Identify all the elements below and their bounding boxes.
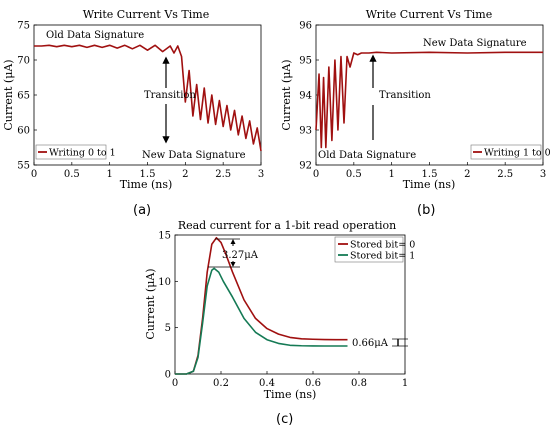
x-tick-label: 1.5 — [140, 169, 156, 180]
chart-b-title: Write Current Vs Time — [366, 8, 492, 21]
y-tick-label: 0 — [165, 370, 171, 381]
chart-a-legend — [35, 144, 107, 160]
chart-a-anno-old: Old Data Signature — [46, 30, 144, 41]
x-tick-label: 0.2 — [213, 378, 229, 389]
chart-c-ylabel: Current (μA) — [144, 268, 157, 339]
chart-c-series-line-bit1 — [175, 267, 348, 375]
x-tick-label: 3 — [540, 169, 546, 180]
chart-c-legend — [334, 236, 404, 263]
chart-b: Write Current Vs Time 0 0.5 1 1.5 2 2.5 3 92 93 9… — [280, 8, 550, 218]
chart-b-anno-transition: Transition — [379, 90, 431, 101]
y-tick-label: 70 — [17, 56, 30, 67]
chart-c-title: Read current for a 1-bit read operation — [178, 219, 396, 232]
chart-a-ticks: 0 0.5 1 1.5 2 2.5 3 55 60 65 70 75 — [17, 21, 264, 181]
chart-a-series-line — [34, 44, 262, 152]
x-tick-label: 1 — [106, 169, 112, 180]
chart-c-anno-peak: 3.27μA — [222, 250, 259, 261]
x-tick-label: 0.6 — [305, 378, 321, 389]
x-tick-label: 0.5 — [64, 169, 80, 180]
y-tick-label: 55 — [17, 161, 30, 172]
x-tick-label: 0.8 — [351, 378, 367, 389]
chart-c-panel-label: (c) — [276, 412, 293, 427]
x-tick-label: 0.5 — [346, 169, 362, 180]
y-tick-label: 96 — [299, 21, 312, 32]
chart-c-xlabel: Time (ns) — [264, 388, 317, 401]
chart-b-xlabel: Time (ns) — [403, 178, 456, 191]
x-tick-label: 2 — [182, 169, 188, 180]
x-tick-label: 3 — [258, 169, 264, 180]
x-tick-label: 0 — [172, 378, 178, 389]
x-tick-label: 2 — [464, 169, 470, 180]
y-tick-label: 65 — [17, 91, 30, 102]
chart-c: Read current for a 1-bit read operation … — [144, 219, 415, 427]
y-tick-label: 92 — [299, 161, 312, 172]
x-tick-label: 0 — [313, 169, 319, 180]
chart-b-legend-label: Writing 1 to 0 — [484, 148, 550, 159]
y-tick-label: 60 — [17, 126, 30, 137]
y-tick-label: 15 — [158, 231, 171, 242]
chart-c-legend-label-bit1: Stored bit= 1 — [350, 251, 415, 262]
y-tick-label: 94 — [299, 91, 312, 102]
chart-a-ylabel: Current (μA) — [2, 59, 15, 130]
y-tick-label: 10 — [158, 277, 171, 288]
chart-a-xlabel: Time (ns) — [120, 178, 173, 191]
x-tick-label: 2.5 — [497, 169, 513, 180]
chart-c-anno-steady: 0.66μA — [352, 338, 389, 349]
x-tick-label: 0.4 — [259, 378, 275, 389]
chart-c-legend-label-bit0: Stored bit= 0 — [350, 240, 415, 251]
chart-a-panel-label: (a) — [133, 203, 151, 218]
x-tick-label: 0 — [31, 169, 37, 180]
chart-b-legend — [470, 144, 542, 160]
chart-b-ticks: 0 0.5 1 1.5 2 2.5 3 92 93 94 95 96 — [299, 21, 546, 181]
chart-a-plot-area — [33, 24, 262, 166]
chart-b-series-line — [315, 51, 543, 149]
chart-a-anno-new: New Data Signature — [142, 150, 246, 161]
chart-b-anno-new: New Data Signature — [423, 38, 527, 49]
y-tick-label: 95 — [299, 56, 312, 67]
x-tick-label: 1.5 — [422, 169, 438, 180]
x-tick-label: 1 — [388, 169, 394, 180]
y-tick-label: 75 — [17, 21, 30, 32]
x-tick-label: 2.5 — [215, 169, 231, 180]
chart-b-ylabel: Current (μA) — [280, 59, 293, 130]
x-tick-label: 1 — [402, 378, 408, 389]
chart-a-anno-transition: Transition — [144, 90, 196, 101]
chart-a: Write Current Vs Time 0 0.5 1 1.5 2 2.5 3 55 60 6… — [2, 8, 264, 218]
chart-b-panel-label: (b) — [417, 203, 435, 218]
chart-a-legend-label: Writing 0 to 1 — [49, 148, 116, 159]
chart-a-title: Write Current Vs Time — [83, 8, 209, 21]
y-tick-label: 93 — [299, 126, 312, 137]
chart-b-anno-old: Old Data Signature — [318, 150, 416, 161]
y-tick-label: 5 — [165, 323, 171, 334]
